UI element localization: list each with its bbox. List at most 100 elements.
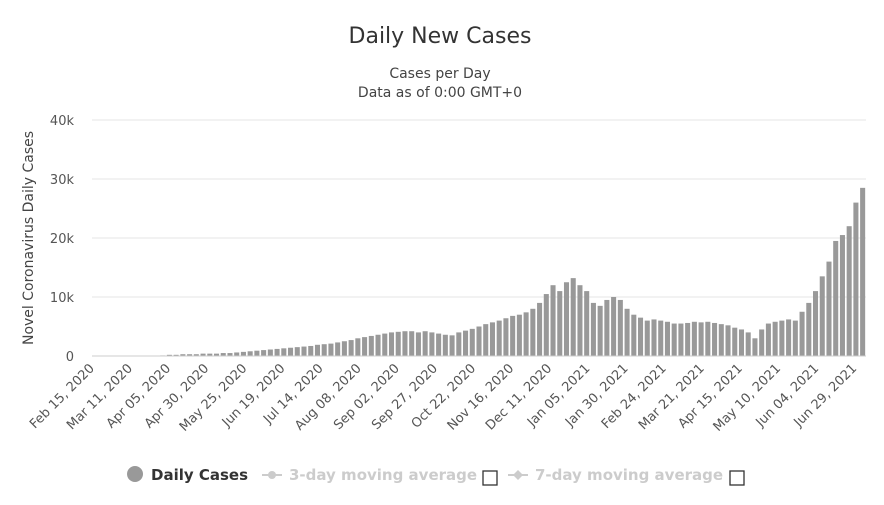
bar[interactable] <box>274 348 280 356</box>
bar[interactable] <box>617 299 623 356</box>
bar[interactable] <box>570 278 576 356</box>
bar[interactable] <box>476 326 482 357</box>
bar[interactable] <box>409 331 415 356</box>
bar[interactable] <box>429 332 435 356</box>
bar[interactable] <box>611 297 617 356</box>
bar[interactable] <box>267 349 273 356</box>
bar[interactable] <box>819 276 825 356</box>
bar[interactable] <box>718 324 724 356</box>
bar[interactable] <box>604 299 610 356</box>
bar[interactable] <box>644 320 650 356</box>
bar[interactable] <box>846 226 852 356</box>
bar[interactable] <box>597 305 603 356</box>
bar[interactable] <box>853 202 859 356</box>
bar[interactable] <box>550 285 556 356</box>
bar[interactable] <box>860 187 866 356</box>
bar[interactable] <box>563 282 570 356</box>
bar[interactable] <box>664 321 670 356</box>
bar[interactable] <box>463 330 469 356</box>
bar[interactable] <box>530 308 536 356</box>
bar[interactable] <box>355 338 361 356</box>
bar[interactable] <box>712 322 718 356</box>
bar[interactable] <box>779 320 785 356</box>
legend-7-day-checkbox[interactable] <box>729 470 745 486</box>
bar[interactable] <box>288 347 294 356</box>
bar[interactable] <box>745 332 751 356</box>
bar[interactable] <box>234 352 240 356</box>
bar[interactable] <box>698 322 704 356</box>
bar[interactable] <box>449 335 455 356</box>
bar[interactable] <box>786 319 792 356</box>
bar[interactable] <box>651 319 657 356</box>
bar[interactable] <box>738 329 745 356</box>
bar[interactable] <box>335 342 341 356</box>
bar[interactable] <box>543 294 549 356</box>
bar[interactable] <box>503 318 509 356</box>
bar[interactable] <box>207 353 213 356</box>
bar[interactable] <box>584 291 590 356</box>
bar[interactable] <box>833 240 839 356</box>
bar[interactable] <box>691 321 697 356</box>
bar[interactable] <box>456 332 462 356</box>
bar[interactable] <box>261 350 267 356</box>
bar[interactable] <box>388 332 395 356</box>
bar[interactable] <box>240 351 246 356</box>
bar[interactable] <box>759 329 765 356</box>
bar[interactable] <box>799 311 805 356</box>
bar[interactable] <box>752 338 758 356</box>
bar[interactable] <box>537 302 543 356</box>
bar[interactable] <box>436 333 442 356</box>
bar[interactable] <box>624 308 630 356</box>
bar[interactable] <box>173 354 179 356</box>
legend-item-3-day-average[interactable]: 3-day moving average <box>262 466 498 486</box>
bar[interactable] <box>402 331 408 356</box>
bar[interactable] <box>301 346 307 356</box>
legend-item-daily-cases[interactable]: Daily Cases <box>127 466 248 484</box>
bar[interactable] <box>254 350 260 356</box>
bar[interactable] <box>792 320 798 356</box>
bar[interactable] <box>671 323 677 356</box>
legend-3-day-checkbox[interactable] <box>482 470 498 486</box>
bar[interactable] <box>220 353 226 356</box>
bar[interactable] <box>166 354 172 356</box>
bar[interactable] <box>685 322 691 356</box>
bar-series-daily-cases[interactable] <box>160 187 866 357</box>
bar[interactable] <box>368 335 374 356</box>
bar[interactable] <box>638 317 644 356</box>
bar[interactable] <box>382 333 388 356</box>
bar[interactable] <box>308 345 314 356</box>
bar[interactable] <box>281 348 287 356</box>
bar[interactable] <box>328 343 334 356</box>
bar[interactable] <box>247 351 253 356</box>
bar[interactable] <box>341 341 347 356</box>
bar[interactable] <box>213 353 220 356</box>
bar[interactable] <box>813 291 819 356</box>
bar[interactable] <box>469 328 475 356</box>
bar[interactable] <box>362 337 368 356</box>
bar[interactable] <box>395 331 401 356</box>
bar[interactable] <box>516 314 522 356</box>
bar[interactable] <box>510 315 516 356</box>
bar[interactable] <box>348 340 354 356</box>
bar[interactable] <box>187 354 193 356</box>
bar[interactable] <box>765 323 771 356</box>
bar[interactable] <box>772 321 778 356</box>
bar[interactable] <box>725 325 731 356</box>
bar[interactable] <box>415 332 421 356</box>
bar[interactable] <box>314 344 320 356</box>
bar[interactable] <box>321 344 327 356</box>
bar[interactable] <box>631 314 637 356</box>
bar[interactable] <box>658 320 664 356</box>
bar[interactable] <box>826 261 832 356</box>
bar[interactable] <box>705 321 711 356</box>
bar[interactable] <box>180 354 186 356</box>
bar[interactable] <box>193 354 199 356</box>
bar[interactable] <box>678 323 684 356</box>
bar[interactable] <box>806 302 812 356</box>
bar[interactable] <box>523 312 529 356</box>
bar[interactable] <box>496 320 502 356</box>
bar[interactable] <box>200 353 206 356</box>
legend-item-7-day-average[interactable]: 7-day moving average <box>508 466 745 486</box>
bar[interactable] <box>483 324 489 356</box>
bar[interactable] <box>732 327 738 356</box>
